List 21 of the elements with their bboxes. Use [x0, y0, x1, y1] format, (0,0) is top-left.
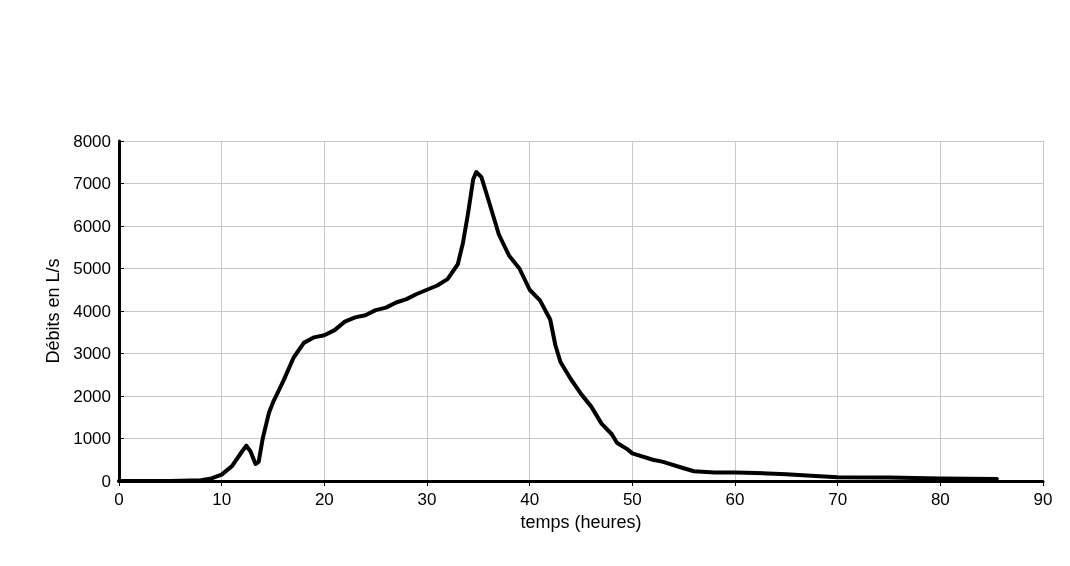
x-tick-label: 90	[1033, 490, 1053, 509]
x-tick-label: 0	[114, 490, 124, 509]
y-tick-label: 6000	[73, 216, 111, 236]
x-tick-label: 10	[212, 490, 232, 509]
x-tick-label: 60	[725, 490, 745, 509]
x-tick-label: 30	[417, 490, 437, 509]
y-tick-label: 8000	[73, 131, 111, 151]
x-tick-label: 20	[314, 490, 334, 509]
y-tick-label: 4000	[73, 301, 111, 321]
x-tick-label: 40	[520, 490, 540, 509]
y-tick-label: 3000	[73, 344, 111, 363]
y-tick-label: 5000	[73, 259, 111, 278]
y-tick-label: 7000	[73, 174, 111, 193]
y-tick-label: 2000	[73, 386, 111, 406]
x-tick-label: 70	[828, 490, 848, 509]
y-tick-label: 1000	[73, 429, 111, 448]
x-tick-label: 50	[622, 490, 642, 509]
x-tick-label: 80	[930, 490, 950, 509]
y-axis-title: Débits en L/s	[43, 258, 64, 364]
x-axis-title: temps (heures)	[520, 511, 642, 532]
y-tick-label: 0	[101, 471, 111, 491]
